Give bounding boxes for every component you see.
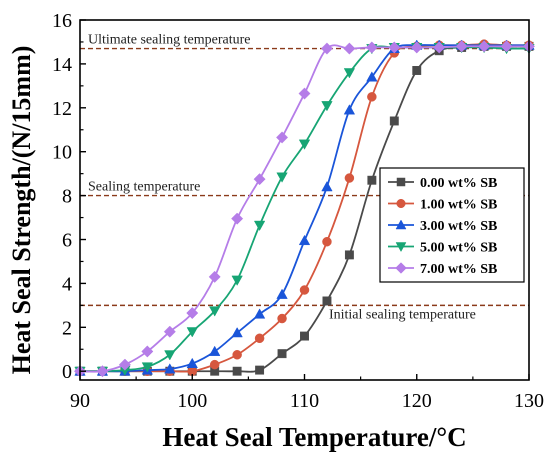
y-tick-label: 8: [62, 186, 72, 208]
data-point: [433, 41, 446, 54]
data-point: [322, 236, 332, 247]
data-point: [455, 40, 468, 53]
data-point: [253, 308, 266, 319]
data-point: [253, 173, 266, 186]
data-point: [277, 349, 287, 359]
data-point: [231, 275, 243, 286]
data-point: [300, 331, 309, 341]
y-tick-label: 2: [62, 317, 72, 339]
reference-lines: Ultimate sealing temperature Sealing temp…: [80, 33, 529, 322]
data-point: [320, 42, 333, 55]
data-point: [343, 42, 356, 55]
data-point: [186, 357, 198, 368]
data-point: [343, 68, 356, 79]
data-point: [231, 212, 244, 225]
data-point: [118, 358, 131, 371]
data-point: [389, 116, 399, 126]
legend-entry: 3.00 wt% SB: [388, 219, 497, 234]
y-tick-label: 6: [62, 230, 72, 252]
data-point: [412, 66, 422, 75]
data-point: [344, 250, 354, 260]
axes-group: 90 100 110 120 130 0 2 4 6 8 10 12 14 16: [52, 10, 544, 412]
data-point: [322, 296, 332, 306]
data-point: [232, 350, 242, 360]
data-point: [298, 234, 311, 246]
data-point: [298, 87, 311, 100]
reference-line-label: Ultimate sealing temperature: [88, 33, 251, 48]
x-tick-label: 110: [290, 390, 319, 412]
data-point: [186, 327, 198, 338]
data-point: [96, 365, 109, 378]
data-point: [186, 307, 199, 320]
data-point: [321, 181, 333, 192]
data-point: [276, 288, 288, 299]
legend-entry: 5.00 wt% SB: [388, 241, 497, 256]
legend-marker: [396, 198, 406, 209]
data-point: [254, 333, 265, 344]
data-point: [209, 306, 221, 317]
y-tick-label: 10: [52, 142, 72, 164]
data-point: [298, 139, 311, 150]
x-tick-label: 90: [70, 390, 90, 412]
data-point: [299, 285, 310, 295]
x-tick-label: 100: [177, 390, 207, 412]
data-point: [388, 41, 401, 54]
y-tick-label: 14: [52, 54, 72, 76]
legend-marker: [396, 177, 406, 187]
data-point: [365, 41, 378, 54]
legend-entry: 7.00 wt% SB: [388, 262, 497, 277]
reference-line-label: Initial sealing temperature: [329, 307, 476, 322]
legend-label: 0.00 wt% SB: [420, 176, 497, 191]
data-point: [231, 327, 243, 338]
legend-label: 5.00 wt% SB: [420, 241, 497, 256]
data-point: [276, 172, 288, 183]
data-point: [366, 71, 378, 82]
series-5: [73, 40, 536, 378]
y-tick-label: 0: [62, 361, 72, 383]
legend-marker: [395, 262, 407, 274]
y-tick-label: 16: [52, 10, 72, 32]
data-point: [209, 345, 221, 356]
y-tick-label: 4: [62, 273, 72, 295]
data-point: [255, 365, 265, 375]
legend-label: 1.00 wt% SB: [420, 198, 497, 213]
data-point: [141, 362, 154, 373]
legend-label: 3.00 wt% SB: [420, 219, 497, 234]
x-tick-label: 130: [514, 390, 544, 412]
legend-marker: [395, 242, 407, 253]
legend-marker: [395, 219, 407, 230]
data-point: [253, 220, 266, 232]
legend: 0.00 wt% SB 1.00 wt% SB 3.00 wt% SB 5.00 wt…: [379, 167, 525, 283]
data-point: [209, 359, 220, 370]
data-point: [232, 366, 242, 376]
data-point: [276, 131, 289, 144]
data-point: [367, 175, 377, 185]
series-group: [73, 39, 536, 378]
data-point: [164, 363, 176, 374]
data-point: [163, 325, 176, 338]
data-point: [208, 270, 221, 283]
legend-entry: 1.00 wt% SB: [388, 198, 497, 213]
legend-label: 7.00 wt% SB: [420, 262, 497, 277]
x-axis-title: Heat Seal Temperature/°C: [162, 422, 466, 452]
data-point: [277, 313, 287, 324]
y-tick-label: 12: [52, 98, 72, 120]
data-point: [367, 92, 377, 102]
data-point: [343, 104, 356, 115]
data-point: [141, 345, 154, 358]
data-point: [164, 350, 176, 361]
data-point: [410, 41, 423, 54]
data-point: [478, 40, 491, 53]
data-point: [344, 173, 355, 183]
reference-line-label: Sealing temperature: [88, 180, 200, 195]
legend-entry: 0.00 wt% SB: [388, 176, 497, 191]
x-tick-label: 120: [402, 390, 432, 412]
data-point: [321, 101, 333, 112]
data-point: [500, 40, 513, 53]
y-axis-title: Heat Seal Strength/(N/15mm): [7, 46, 36, 375]
